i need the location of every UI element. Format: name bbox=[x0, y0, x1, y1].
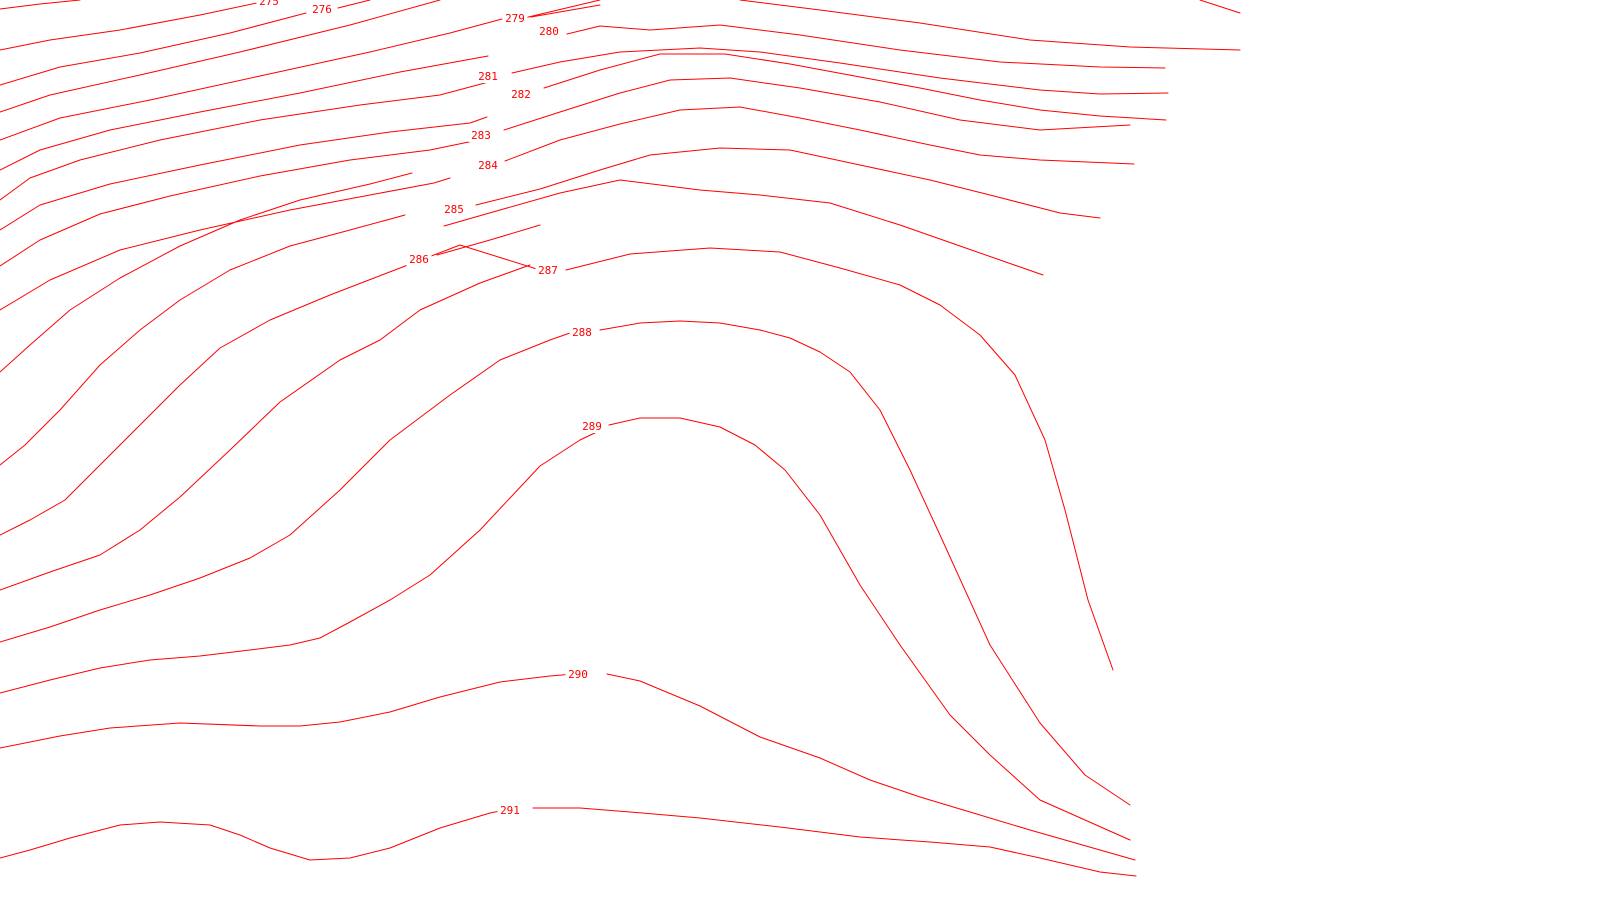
contour-label-286: 286 bbox=[409, 253, 429, 266]
contour-line-290 bbox=[0, 429, 1136, 861]
contour-label-288: 288 bbox=[572, 326, 592, 339]
contour-label-bg bbox=[256, 0, 282, 8]
contour-label-bg bbox=[475, 160, 501, 172]
contour-line-276 bbox=[0, 0, 371, 86]
contour-label-284: 284 bbox=[478, 159, 498, 172]
contour-label-280: 280 bbox=[539, 25, 559, 38]
contour-line-280 bbox=[0, 0, 1241, 141]
contour-line-285 bbox=[0, 147, 1101, 311]
contour-label-275: 275 bbox=[259, 0, 279, 8]
contour-label-bg bbox=[309, 4, 335, 16]
contour-line-289 bbox=[0, 264, 1131, 841]
contour-labels: 275 276 279 280 281 282 283 284 285 286 287 288 289 2… bbox=[256, 0, 605, 817]
contour-label-283: 283 bbox=[471, 129, 491, 142]
contour-label-bg bbox=[475, 71, 501, 83]
contour-label-291: 291 bbox=[500, 804, 520, 817]
contour-line-282 bbox=[0, 0, 1241, 201]
contour-label-bg bbox=[497, 805, 523, 817]
contour-line-279 bbox=[0, 0, 601, 113]
contour-label-bg bbox=[508, 89, 534, 101]
contour-lines bbox=[0, 0, 1241, 877]
contour-line-275b bbox=[0, 0, 282, 51]
contour-label-bg bbox=[441, 204, 467, 216]
contour-label-276: 276 bbox=[312, 3, 332, 16]
contour-label-bg bbox=[406, 254, 432, 266]
contour-line-291 bbox=[0, 807, 1137, 877]
contour-label-290: 290 bbox=[568, 668, 588, 681]
contour-label-281: 281 bbox=[478, 70, 498, 83]
contour-label-bg bbox=[502, 13, 528, 25]
contour-label-289: 289 bbox=[582, 420, 602, 433]
contour-line-288 bbox=[0, 244, 1131, 806]
contour-label-bg bbox=[565, 669, 591, 681]
contour-line-286 bbox=[0, 172, 1044, 373]
contour-label-285: 285 bbox=[444, 203, 464, 216]
contour-label-bg bbox=[569, 327, 595, 339]
contour-line-281 bbox=[0, 47, 1169, 171]
contour-label-bg bbox=[468, 130, 494, 142]
contour-label-bg bbox=[535, 265, 561, 277]
contour-label-282: 282 bbox=[511, 88, 531, 101]
contour-line-284 bbox=[0, 106, 1135, 267]
contour-line-283 bbox=[0, 77, 1131, 231]
contour-label-287: 287 bbox=[538, 264, 558, 277]
contour-line-275 bbox=[0, 0, 81, 10]
contour-line-280b bbox=[566, 24, 1166, 69]
contour-label-279: 279 bbox=[505, 12, 525, 25]
contour-line-287 bbox=[0, 214, 1114, 671]
contour-label-bg bbox=[536, 26, 562, 38]
contour-label-bg bbox=[579, 421, 605, 433]
